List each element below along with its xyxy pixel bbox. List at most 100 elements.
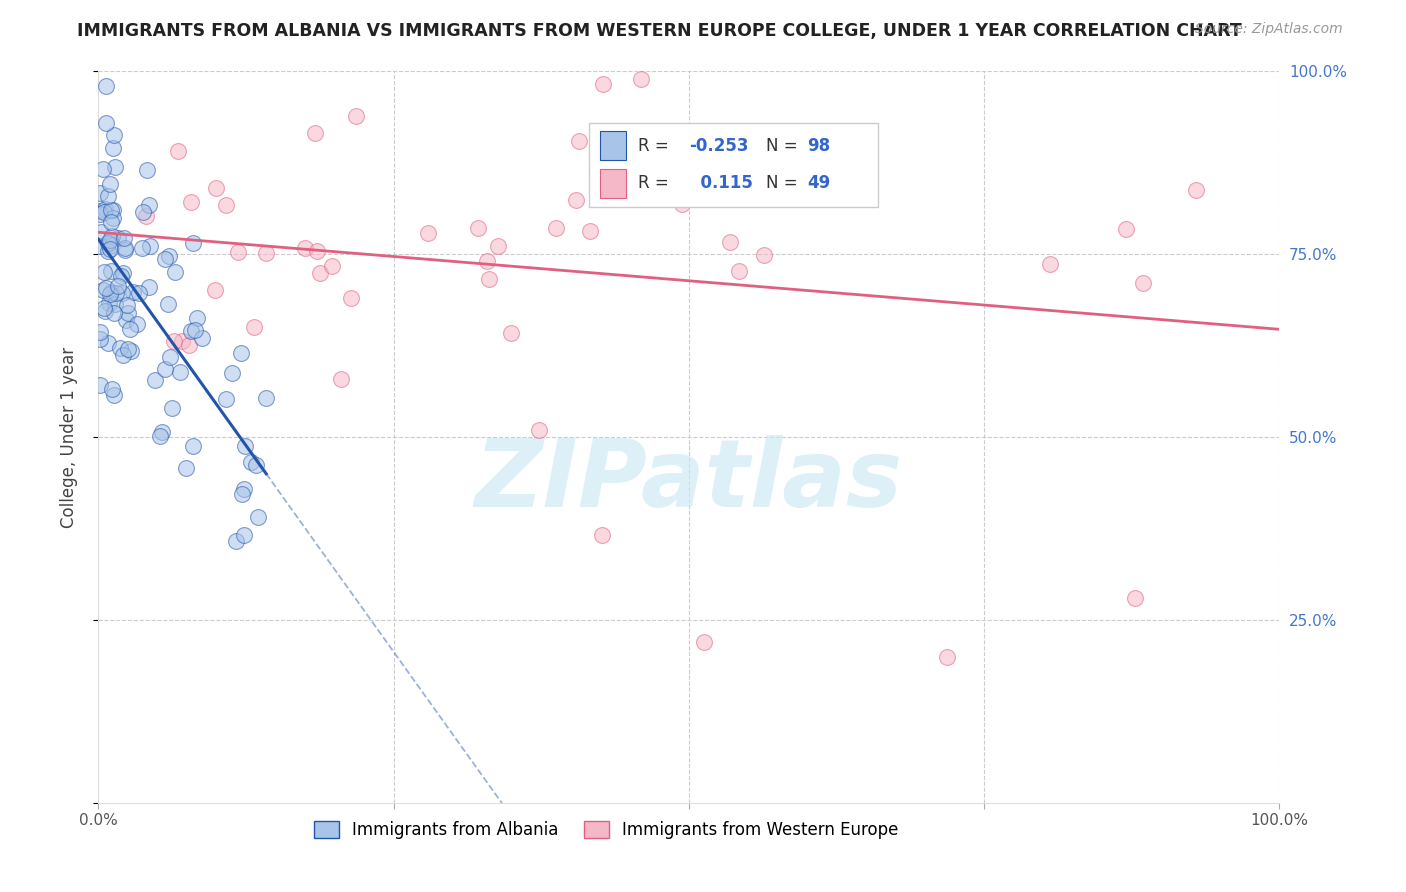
Point [340,291,363,305]
Text: 0.115: 0.115 [689,174,752,192]
Text: IMMIGRANTS FROM ALBANIA VS IMMIGRANTS FROM WESTERN EUROPE COLLEGE, UNDER 1 YEAR : IMMIGRANTS FROM ALBANIA VS IMMIGRANTS FR… [77,22,1241,40]
Point [94,202,117,216]
Point [240,455,263,469]
Point [149,429,172,443]
Point [307,244,329,258]
FancyBboxPatch shape [589,122,877,207]
Point [127,317,149,331]
Point [108,341,131,355]
Point [591,527,613,541]
Point [163,334,186,348]
Point [98,233,121,247]
Point [117,306,139,320]
Point [107,278,129,293]
Point [1132,276,1154,290]
Point [718,235,741,249]
Point [93,264,115,278]
Point [233,528,256,542]
Point [329,372,352,386]
Point [416,226,439,240]
Point [101,228,124,243]
Point [226,245,249,260]
Point [1123,591,1146,605]
Point [1185,183,1208,197]
Point [100,263,122,277]
Point [100,285,122,299]
Point [630,71,652,86]
Point [728,264,751,278]
Point [309,266,332,280]
Point [186,310,208,325]
Point [181,236,204,251]
Point [97,189,120,203]
Point [695,175,717,189]
Point [132,205,155,219]
Point [110,269,132,284]
Point [167,144,190,158]
Point [254,392,277,406]
Point [97,295,120,310]
Point [91,284,114,298]
Point [527,423,550,437]
Point [294,241,316,255]
Point [105,285,128,300]
Point [1039,257,1062,271]
Point [231,487,253,501]
Point [114,241,136,255]
Point [499,326,522,340]
Point [160,401,183,415]
Point [157,297,180,311]
Point [89,204,111,219]
Point [1115,222,1137,236]
Point [128,286,150,301]
Point [153,361,176,376]
Point [304,126,326,140]
Legend: Immigrants from Albania, Immigrants from Western Europe: Immigrants from Albania, Immigrants from… [308,814,905,846]
Bar [600,131,626,161]
Point [752,248,775,262]
Point [675,154,697,169]
Point [103,141,125,155]
Point [104,160,127,174]
Point [104,297,127,311]
Point [93,204,115,219]
Point [215,392,238,406]
Point [120,343,142,358]
Point [346,109,368,123]
Point [153,252,176,267]
Point [170,334,193,348]
Point [89,325,111,339]
Text: N =: N = [766,174,803,192]
Point [94,303,117,318]
Point [215,198,238,212]
Point [579,224,602,238]
Point [98,178,121,192]
Point [89,238,111,252]
Point [97,244,120,259]
Point [174,461,197,475]
Point [184,323,207,337]
Point [592,77,614,91]
Point [191,331,214,345]
Point [89,207,111,221]
Point [138,238,160,252]
Point [725,146,748,161]
Point [101,211,124,225]
Point [221,366,243,380]
Point [150,425,173,439]
Point [112,231,135,245]
Point [114,243,136,257]
Point [159,350,181,364]
Point [101,203,124,218]
Point [101,382,124,396]
Point [143,373,166,387]
Point [247,510,270,524]
Text: 49: 49 [807,174,831,192]
Point [98,242,121,256]
Point [135,209,157,223]
Point [181,440,204,454]
Point [103,306,125,320]
Point [245,458,267,472]
Point [936,649,959,664]
Point [180,195,202,210]
